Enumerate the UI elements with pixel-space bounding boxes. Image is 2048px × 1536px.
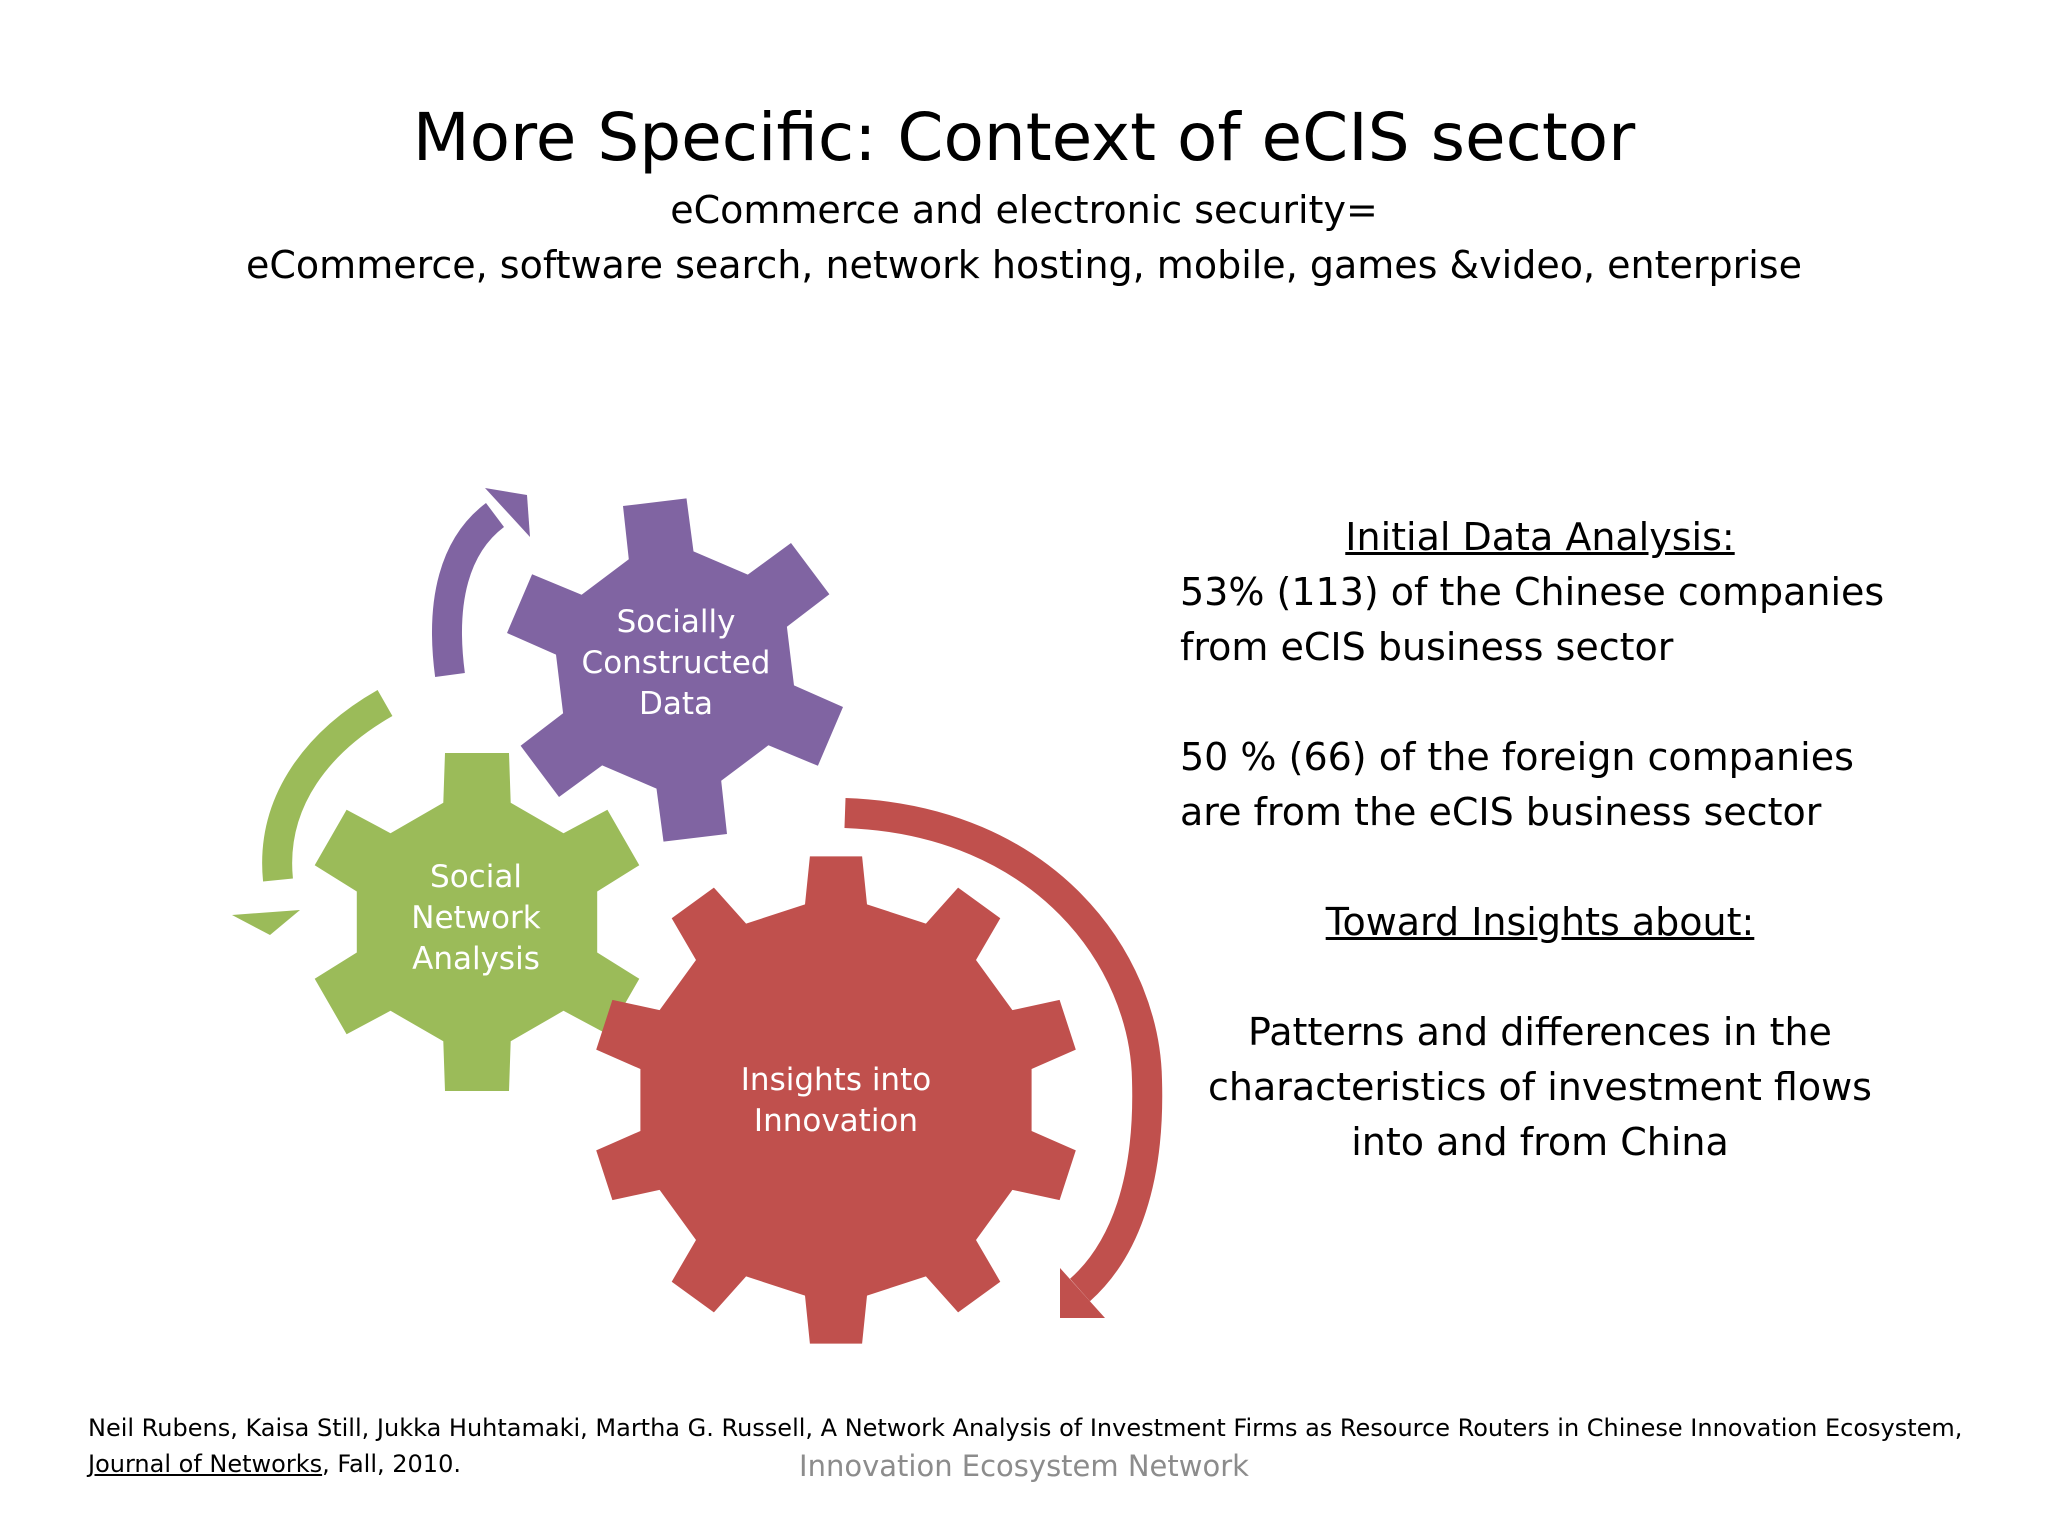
foreign-companies-stat-line-1: 50 % (66) of the foreign companies [1180,735,1854,779]
gear-label-socially-line-1: Socially [617,604,736,640]
green-cycle-arrow [232,689,393,935]
gear-label-socially-line-2: Constructed [582,645,771,681]
citation-tail: , Fall, 2010. [322,1450,461,1478]
insight-text-line-2: characteristics of investment flows [1208,1065,1872,1109]
initial-data-analysis-heading: Initial Data Analysis: [1345,515,1735,559]
gear-label-insights-line-2: Innovation [754,1103,918,1139]
green-arrow-head [232,910,300,935]
citation-authors: Neil Rubens, Kaisa Still, Jukka Huhtamak… [88,1414,1963,1442]
gear-label-social-line-3: Analysis [412,941,540,977]
purple-cycle-arrow [432,488,530,677]
gear-label-insights-line-1: Insights into [741,1062,931,1098]
chinese-companies-stat-line-2: from eCIS business sector [1180,625,1674,669]
slide-subtitle-line-2: eCommerce, software search, network host… [246,243,1802,287]
red-arrow-head [1060,1268,1105,1318]
slide-title: More Specific: Context of eCIS sector [412,99,1636,176]
chinese-companies-stat-line-1: 53% (113) of the Chinese companies [1180,570,1885,614]
analysis-panel: Initial Data Analysis: 53% (113) of the … [1180,510,1900,1170]
green-arrow-shaft [262,689,393,882]
foreign-companies-stat-line-2: are from the eCIS business sector [1180,790,1822,834]
purple-arrow-head [485,488,530,537]
footer-organization: Innovation Ecosystem Network [799,1449,1249,1483]
insight-text-line-1: Patterns and differences in the [1248,1010,1832,1054]
purple-arrow-shaft [432,503,505,677]
citation: Neil Rubens, Kaisa Still, Jukka Huhtamak… [88,1410,1988,1482]
gear-label-social-line-2: Network [411,900,540,936]
toward-insights-heading: Toward Insights about: [1325,900,1755,944]
gear-label-socially-line-3: Data [639,686,713,722]
gear-label-social-line-1: Social [430,859,522,895]
socially-constructed-data-gear [507,498,843,842]
citation-journal-link[interactable]: Journal of Networks [88,1450,323,1478]
insight-text-line-3: into and from China [1351,1120,1729,1164]
red-cycle-arrow [844,798,1163,1318]
insights-into-innovation-gear [596,856,1076,1344]
slide-subtitle-line-1: eCommerce and electronic security= [670,188,1378,232]
social-network-analysis-gear [314,753,640,1091]
red-arrow-shaft [844,798,1163,1302]
